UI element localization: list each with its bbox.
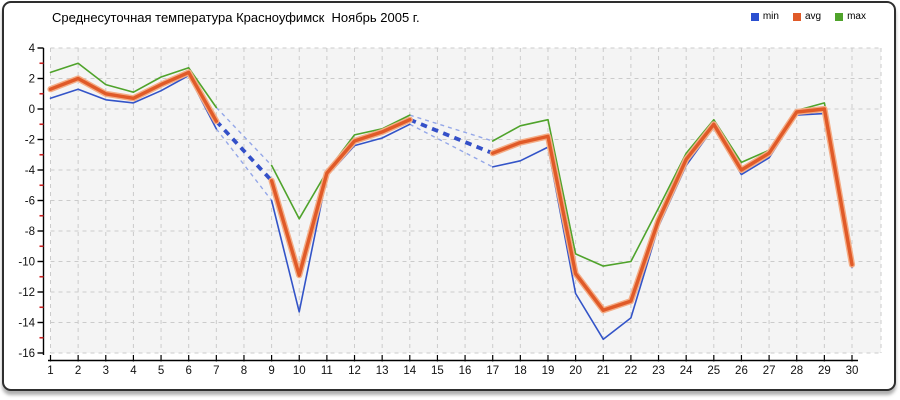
legend-item-avg[interactable]: avg [792, 11, 822, 22]
x-tick-label: 18 [514, 365, 527, 377]
y-tick-label: 0 [29, 104, 35, 116]
legend-label-avg: avg [804, 11, 822, 22]
y-tick-label: -16 [18, 348, 35, 360]
legend: min avg max [750, 11, 866, 22]
y-tick-label: -8 [25, 226, 35, 238]
legend-label-min: min [762, 11, 779, 22]
chart-title: Среднесуточная температура Красноуфимск … [52, 10, 420, 25]
missing-data-bridges [214, 106, 494, 201]
y-tick-label: -2 [25, 135, 35, 147]
y-tick-label: -10 [18, 257, 35, 269]
y-tick-label: 4 [29, 43, 36, 55]
legend-item-max[interactable]: max [835, 11, 866, 22]
x-tick-label: 28 [790, 365, 803, 377]
x-tick-label: 2 [75, 365, 81, 377]
y-tick-label: 2 [29, 74, 35, 86]
x-tick-label: 9 [268, 365, 274, 377]
x-tick-label: 29 [818, 365, 831, 377]
x-tick-label: 22 [624, 365, 637, 377]
y-axis: 4 2 0 -2 -4 -6 -8 -10 -12 -14 -16 [18, 43, 45, 360]
x-tick-label: 3 [103, 365, 109, 377]
y-tick-label: -4 [25, 165, 36, 177]
x-tick-label: 7 [213, 365, 219, 377]
y-tick-label: -12 [18, 287, 35, 299]
min-series-swatch-icon [750, 12, 759, 21]
x-tick-label: 14 [403, 365, 416, 377]
x-tick-label: 30 [846, 365, 859, 377]
x-tick-label: 4 [130, 365, 137, 377]
x-tick-label: 15 [431, 365, 444, 377]
x-tick-label: 17 [486, 365, 499, 377]
x-tick-label: 21 [597, 365, 610, 377]
legend-label-max: max [847, 11, 866, 22]
x-tick-label: 5 [158, 365, 164, 377]
x-tick-label: 25 [707, 365, 720, 377]
chart-frame: 4 2 0 -2 -4 -6 -8 -10 -12 -14 -16 1 2 3 4 5 6 7 8 9 10 11 12 13… [2, 1, 896, 391]
x-tick-label: 8 [241, 365, 247, 377]
x-tick-label: 23 [652, 365, 665, 377]
max-series-swatch-icon [835, 12, 844, 21]
x-tick-label: 16 [459, 365, 472, 377]
avg-series-swatch-icon [792, 12, 801, 21]
x-tick-label: 11 [321, 365, 333, 377]
x-tick-label: 10 [293, 365, 306, 377]
x-tick-label: 24 [680, 365, 693, 377]
y-tick-label: -6 [25, 196, 35, 208]
x-tick-label: 6 [185, 365, 191, 377]
x-tick-label: 20 [569, 365, 582, 377]
x-tick-label: 12 [348, 365, 361, 377]
avg-temperature-line [48, 70, 854, 312]
x-tick-label: 19 [542, 365, 555, 377]
x-tick-label: 27 [763, 365, 776, 377]
x-tick-label: 13 [376, 365, 389, 377]
y-tick-label: -14 [18, 318, 35, 330]
temperature-line-chart: 420-2-4-6-8-10-12-14-161 2 3 4 5 6 7 8 9 10 11 12 13… [18, 43, 882, 377]
x-tick-label: 26 [735, 365, 748, 377]
x-tick-label: 1 [47, 365, 53, 377]
x-axis: 1 2 3 4 5 6 7 8 9 10 11 12 13 14 15 16 17 18 19 20 21 22 23 24 2… [47, 355, 858, 377]
legend-item-min[interactable]: min [750, 11, 779, 22]
